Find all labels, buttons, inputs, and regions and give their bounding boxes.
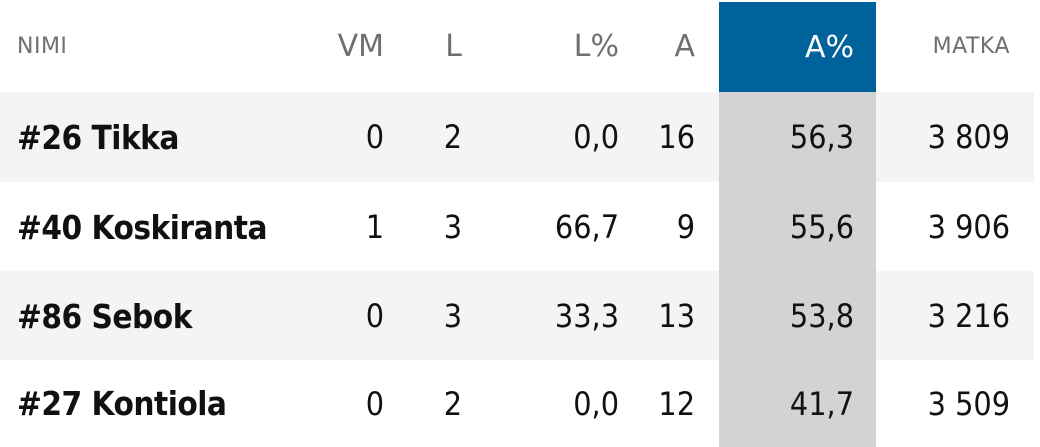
- player-name-cell[interactable]: #27 Kontiola: [17, 384, 227, 423]
- player-name-cell[interactable]: #26 Tikka: [17, 117, 179, 157]
- column-header-l-pct[interactable]: L%: [573, 28, 619, 64]
- table-row: #40 Koskiranta 1 3 66,7 9 55,6 3 906: [0, 182, 1034, 272]
- l-pct-cell: 0,0: [573, 384, 619, 423]
- l-cell: 3: [443, 208, 462, 246]
- a-pct-cell: 53,8: [719, 271, 876, 361]
- l-cell: 3: [443, 297, 462, 335]
- column-header-matka[interactable]: MATKA: [932, 33, 1010, 59]
- column-header-l[interactable]: L: [445, 28, 462, 64]
- l-pct-cell: 0,0: [573, 118, 619, 156]
- table-header-row: NIMI VM L L% A A% MATKA: [0, 0, 1034, 92]
- a-pct-cell: 41,7: [719, 360, 876, 447]
- column-header-vm[interactable]: VM: [337, 28, 384, 64]
- a-cell: 12: [658, 384, 695, 423]
- table-row: #86 Sebok 0 3 33,3 13 53,8 3 216: [0, 271, 1034, 361]
- column-header-name[interactable]: NIMI: [17, 33, 68, 59]
- matka-cell: 3 509: [927, 384, 1010, 423]
- matka-cell: 3 216: [927, 297, 1010, 335]
- vm-cell: 0: [365, 297, 384, 335]
- a-cell: 13: [658, 297, 695, 335]
- table-row: #27 Kontiola 0 2 0,0 12 41,7 3 509: [0, 360, 1034, 447]
- vm-cell: 0: [365, 118, 384, 156]
- a-pct-cell: 56,3: [719, 92, 876, 182]
- column-header-a-pct-sorted[interactable]: A%: [719, 2, 876, 92]
- l-pct-cell: 66,7: [554, 208, 619, 246]
- player-name-cell[interactable]: #40 Koskiranta: [17, 207, 267, 247]
- matka-cell: 3 809: [927, 118, 1010, 156]
- a-cell: 16: [658, 118, 695, 156]
- player-name-cell[interactable]: #86 Sebok: [17, 296, 192, 336]
- vm-cell: 1: [365, 208, 384, 246]
- l-cell: 2: [443, 384, 462, 423]
- table-row: #26 Tikka 0 2 0,0 16 56,3 3 809: [0, 92, 1034, 182]
- column-header-a[interactable]: A: [674, 28, 695, 64]
- l-cell: 2: [443, 118, 462, 156]
- vm-cell: 0: [365, 384, 384, 423]
- a-pct-cell: 55,6: [719, 182, 876, 272]
- a-cell: 9: [676, 208, 695, 246]
- l-pct-cell: 33,3: [554, 297, 619, 335]
- matka-cell: 3 906: [927, 208, 1010, 246]
